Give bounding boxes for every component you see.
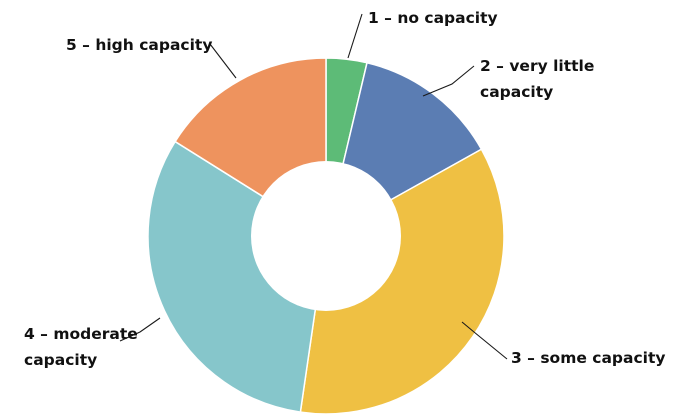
leader-line-3 — [461, 321, 508, 360]
leader-line-5 — [209, 43, 237, 79]
slice-label-4-line-1: 4 – moderate — [24, 325, 138, 343]
slice-label-2-line-2: capacity — [480, 83, 553, 101]
donut-hole — [251, 161, 401, 311]
leader-line-4 — [119, 317, 161, 342]
slice-label-1: 1 – no capacity — [368, 9, 498, 27]
leader-line-2 — [422, 65, 475, 97]
slice-label-2: 2 – very little capacity — [480, 57, 594, 101]
slice-label-5: 5 – high capacity — [66, 36, 212, 54]
slice-label-2-line-1: 2 – very little — [480, 57, 594, 75]
slice-label-1-line-1: 1 – no capacity — [368, 9, 498, 27]
donut-slices — [147, 57, 505, 415]
slice-label-5-line-1: 5 – high capacity — [66, 36, 212, 54]
slice-label-4-line-2: capacity — [24, 351, 97, 369]
slice-3 — [299, 148, 505, 415]
slice-labels: 1 – no capacity 2 – very little capacity 3 … — [24, 9, 665, 369]
slice-label-3-line-1: 3 – some capacity — [511, 349, 665, 367]
slice-label-3: 3 – some capacity — [511, 349, 665, 367]
slice-label-4: 4 – moderate capacity — [24, 325, 138, 369]
leader-line-1 — [347, 13, 363, 59]
leader-lines — [119, 13, 508, 360]
